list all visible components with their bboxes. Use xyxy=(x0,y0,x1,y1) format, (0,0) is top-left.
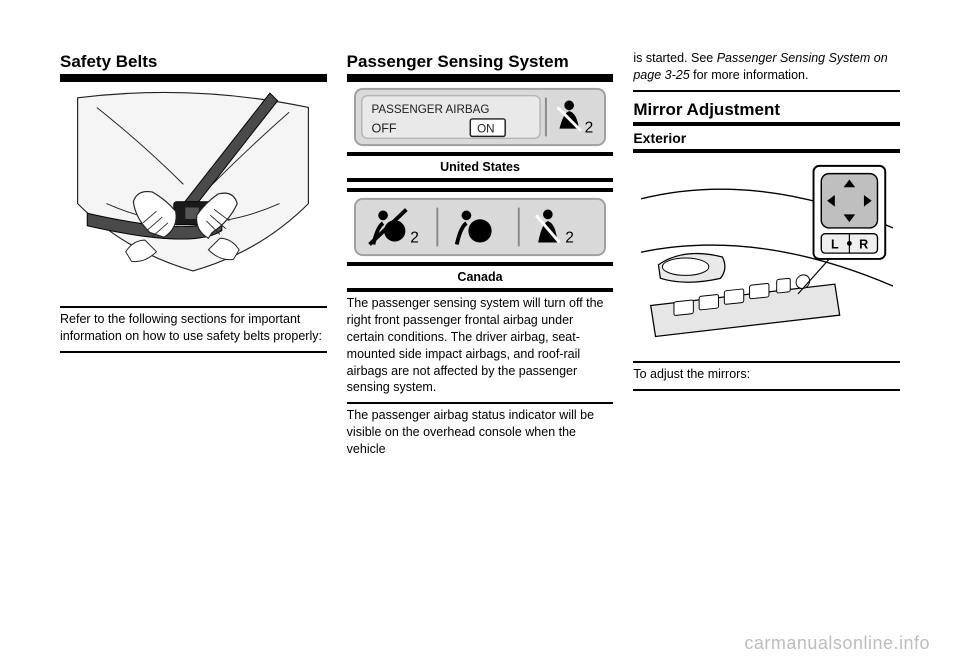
airbag-indicator-ca-figure: 2 2 xyxy=(347,188,614,264)
mirror-body-text: To adjust the mirrors: xyxy=(633,363,900,391)
continuation-text: is started. See Passenger Sensing System… xyxy=(633,50,900,92)
badge-2-ca: 2 xyxy=(565,230,574,247)
off-label: OFF xyxy=(371,122,396,136)
safety-belts-heading: Safety Belts xyxy=(60,52,327,78)
mirror-r-label: R xyxy=(859,237,868,251)
mirror-adjustment-heading: Mirror Adjustment xyxy=(633,100,900,126)
safety-belts-text: Refer to the following sections for impo… xyxy=(60,308,327,353)
svg-text:2: 2 xyxy=(410,230,419,247)
airbag-indicator-us-icon: PASSENGER AIRBAG OFF ON 2 xyxy=(354,87,606,147)
passenger-sensing-heading: Passenger Sensing System xyxy=(347,52,614,78)
sensing-para-2: The passenger airbag status indicator wi… xyxy=(347,404,614,464)
column-3: is started. See Passenger Sensing System… xyxy=(633,50,900,632)
column-1: Safety Belts xyxy=(60,50,327,632)
watermark-text: carmanualsonline.info xyxy=(744,633,930,654)
mirror-control-icon: L R xyxy=(641,157,893,357)
manual-page: Safety Belts xyxy=(0,0,960,672)
exterior-subheading: Exterior xyxy=(633,130,900,153)
on-label: ON xyxy=(477,123,494,136)
passenger-airbag-label: PASSENGER AIRBAG xyxy=(371,103,489,116)
airbag-indicator-us-figure: PASSENGER AIRBAG OFF ON 2 xyxy=(347,78,614,154)
cont-a: is started. See xyxy=(633,51,716,65)
mirror-control-figure: L R xyxy=(633,153,900,363)
safety-belt-figure xyxy=(60,78,327,308)
column-2: Passenger Sensing System PASSENGER AIRBA… xyxy=(347,50,614,632)
caption-ca: Canada xyxy=(347,264,614,292)
seatbelt-illustration-icon xyxy=(68,85,318,303)
caption-us: United States xyxy=(347,154,614,182)
cont-b: for more information. xyxy=(690,68,809,82)
badge-2: 2 xyxy=(585,120,594,137)
sensing-para-1: The passenger sensing system will turn o… xyxy=(347,292,614,404)
airbag-indicator-ca-icon: 2 2 xyxy=(354,197,606,257)
mirror-l-label: L xyxy=(831,237,839,251)
